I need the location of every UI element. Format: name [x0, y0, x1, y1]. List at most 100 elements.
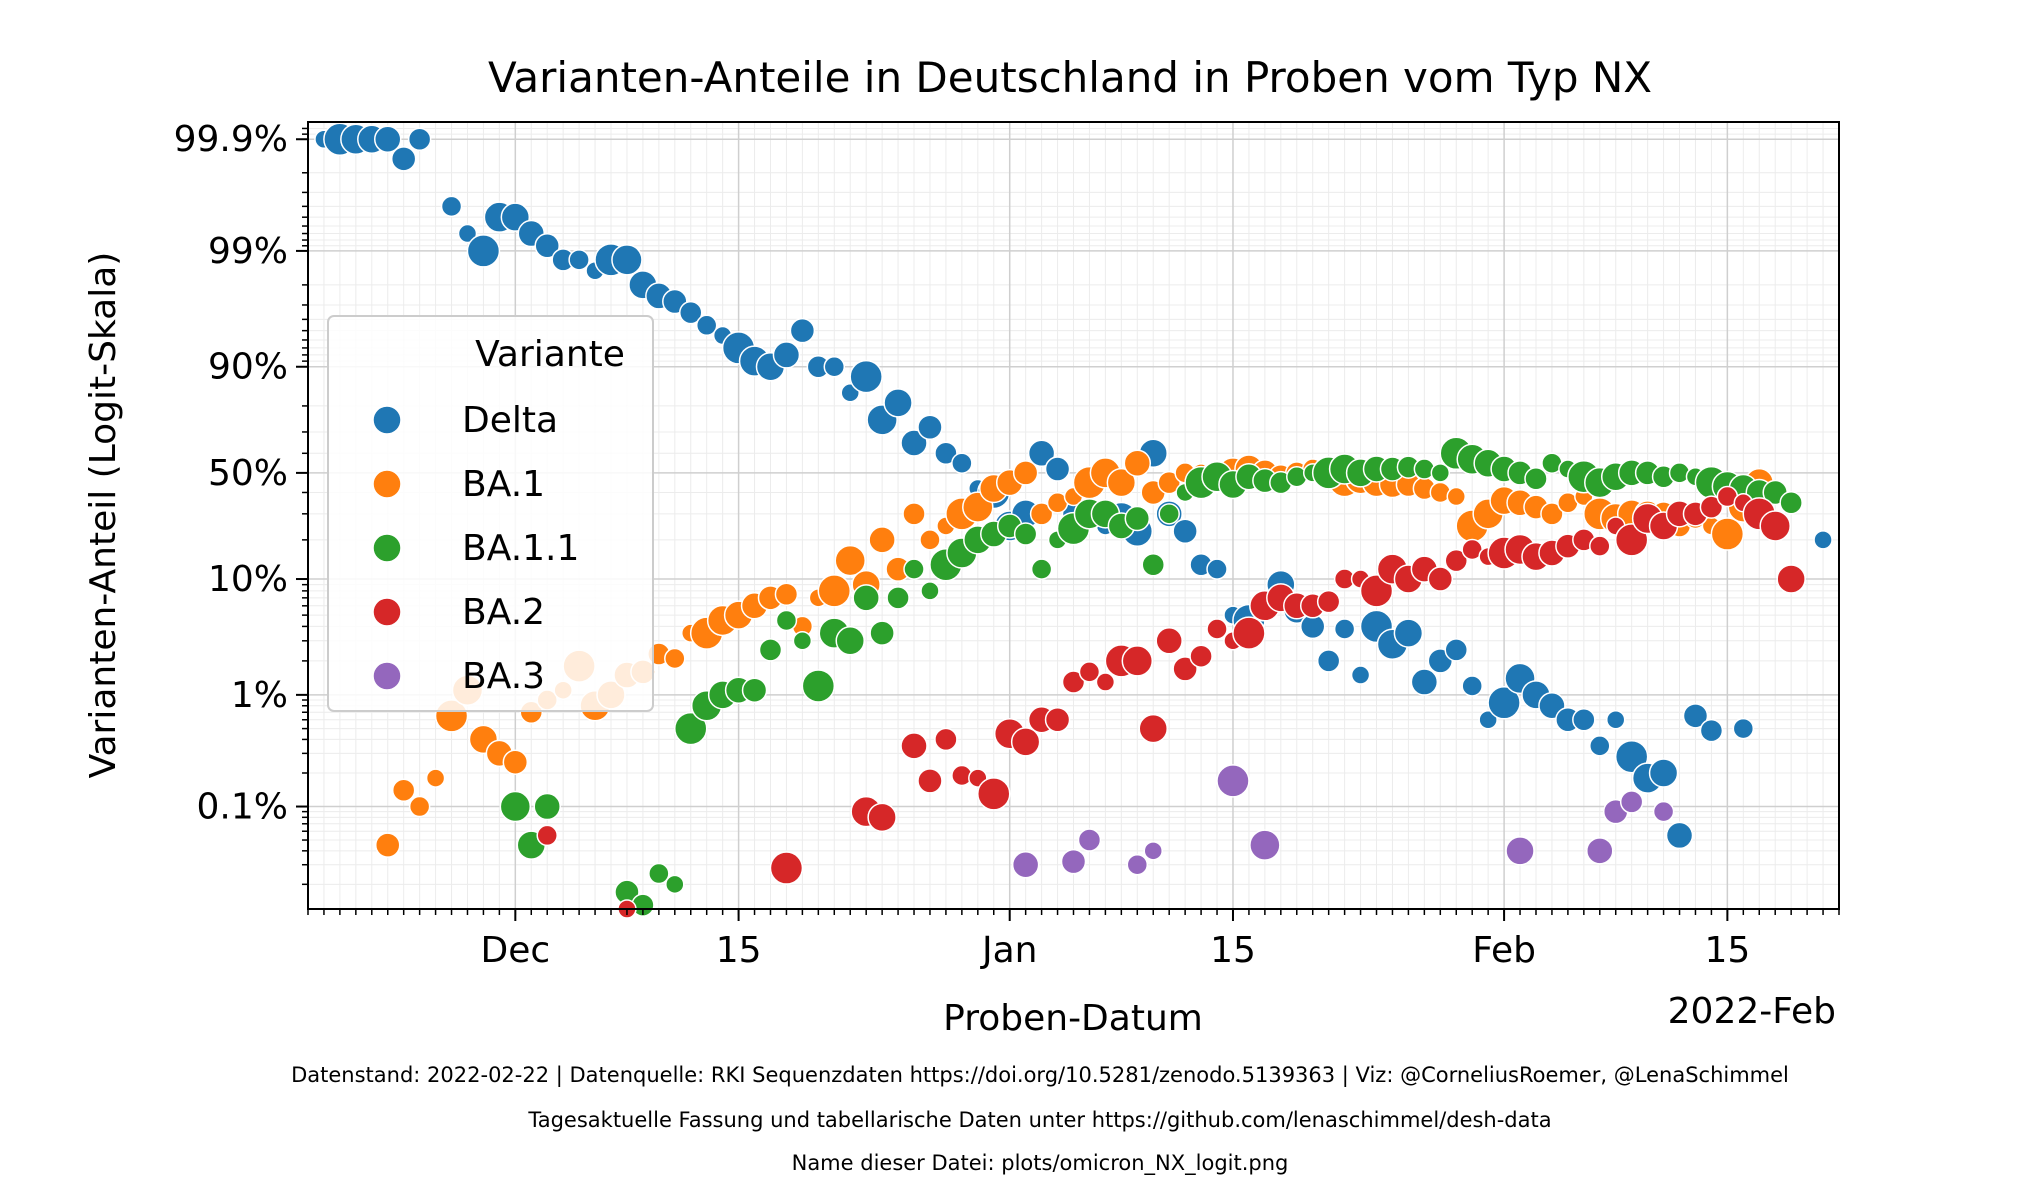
x-tick-label: Jan [980, 930, 1038, 971]
data-point-ba-1 [391, 778, 416, 803]
data-point-ba-2 [1155, 627, 1183, 655]
data-point-delta [390, 146, 417, 172]
data-point-ba-2 [1078, 661, 1101, 683]
footer-line-2: Tagesaktuelle Fassung und tabellarische … [527, 1108, 1551, 1132]
data-point-ba-1-1 [674, 711, 708, 746]
legend: Variante Delta BA.1 BA.1.1 BA.2 BA.3 [327, 315, 654, 712]
data-point-ba-3 [1126, 853, 1149, 876]
data-point-ba-3 [1586, 837, 1614, 865]
legend-items: Delta BA.1 BA.1.1 BA.2 BA.3 [372, 400, 579, 697]
data-point-ba-1-1 [1524, 466, 1548, 491]
data-point-ba-2 [1044, 706, 1071, 733]
data-point-ba-1-1 [1430, 463, 1451, 483]
data-point-delta [823, 355, 846, 378]
data-point-ba-1 [1710, 517, 1745, 551]
data-point-ba-1 [1123, 449, 1152, 477]
data-point-delta [1316, 649, 1341, 673]
data-point-ba-2 [900, 732, 928, 760]
data-point-ba-1-1 [758, 638, 783, 662]
data-point-ba-1 [1157, 470, 1181, 495]
data-point-ba-1-1 [869, 620, 895, 646]
data-point-delta [1605, 709, 1626, 730]
data-point-ba-2 [1095, 672, 1116, 692]
data-point-ba-2 [1589, 535, 1611, 557]
data-point-ba-2 [1759, 510, 1791, 542]
data-point-ba-1 [902, 502, 926, 526]
data-point-delta [466, 234, 501, 268]
data-point-ba-1-1 [1141, 552, 1165, 577]
data-point-ba-1-1 [533, 792, 561, 821]
data-point-ba-1 [425, 768, 446, 788]
data-point-ba-2 [769, 851, 804, 885]
data-point-ba-1 [834, 544, 866, 577]
data-point-ba-3 [1216, 764, 1250, 798]
axes: Dec 15 Jan 15 Feb 15 0.1% 1% 10% 50% 90% 99% 99.9% [174, 119, 1840, 971]
data-point-delta [1648, 758, 1679, 788]
data-point-ba-1-1 [801, 669, 836, 703]
data-point-ba-3 [1011, 850, 1040, 879]
data-point-delta [1410, 668, 1439, 696]
data-point-delta [789, 317, 816, 344]
data-point-ba-1 [868, 526, 896, 554]
data-point-delta [695, 314, 718, 337]
legend-title: Variante [475, 334, 625, 375]
data-point-ba-2 [1699, 495, 1724, 519]
data-point-ba-2 [1121, 645, 1154, 677]
data-point-ba-2 [1232, 616, 1266, 650]
data-point-ba-1-1 [1158, 503, 1180, 525]
legend-label: Delta [462, 400, 558, 441]
chart-title: Varianten-Anteile in Deutschland in Prob… [488, 53, 1652, 102]
data-point-delta [407, 127, 432, 151]
data-point-ba-1 [374, 832, 401, 858]
legend-marker [372, 661, 402, 691]
data-point-ba-3 [1505, 836, 1535, 866]
data-point-ba-1 [1012, 460, 1039, 486]
data-point-ba-1 [502, 749, 529, 775]
legend-marker [372, 469, 402, 499]
data-point-ba-1 [774, 582, 799, 607]
x-tick-label: 15 [1704, 930, 1750, 971]
data-point-delta [1682, 703, 1709, 729]
data-point-ba-1 [1106, 467, 1137, 498]
data-point-ba-3 [1619, 790, 1644, 814]
data-point-ba-2 [934, 727, 958, 752]
data-point-delta [951, 452, 973, 474]
y-tick-label: 1% [231, 675, 288, 716]
data-point-ba-2 [1138, 713, 1168, 744]
data-point-ba-1-1 [852, 584, 880, 612]
y-axis-label: Varianten-Anteil (Logit-Skala) [83, 252, 124, 779]
data-point-ba-1 [1446, 486, 1466, 507]
data-point-ba-2 [1010, 727, 1041, 757]
footer-line-3: Name dieser Datei: plots/omicron_NX_logi… [792, 1151, 1289, 1176]
data-point-ba-2 [1359, 574, 1394, 608]
legend-marker [372, 533, 402, 563]
data-point-ba-1-1 [920, 581, 940, 601]
x-tick-label: 15 [1210, 930, 1256, 971]
data-point-delta [1478, 709, 1498, 730]
data-point-delta [917, 414, 943, 441]
x-tick-label: Feb [1472, 930, 1536, 971]
data-point-ba-1 [1540, 502, 1564, 526]
legend-marker [372, 405, 402, 435]
legend-label: BA.1 [462, 464, 545, 505]
data-point-delta [373, 125, 402, 153]
data-point-delta [1044, 456, 1071, 482]
data-point-ba-1 [1029, 502, 1054, 526]
legend-marker [372, 597, 402, 627]
data-point-ba-2 [1172, 656, 1198, 682]
data-point-delta [1699, 718, 1724, 743]
data-point-ba-1-1 [1124, 505, 1151, 532]
data-point-ba-2 [977, 777, 1011, 811]
data-point-ba-1-1 [741, 677, 768, 703]
data-point-ba-1 [817, 574, 852, 608]
data-point-ba-3 [1077, 828, 1102, 852]
data-point-delta [1813, 530, 1833, 550]
data-point-ba-1 [919, 529, 941, 551]
data-point-ba-2 [1206, 618, 1228, 640]
data-point-ba-3 [1652, 800, 1675, 823]
data-point-ba-2 [1189, 644, 1213, 668]
footer-line-1: Datenstand: 2022-02-22 | Datenquelle: RK… [291, 1063, 1789, 1088]
data-point-ba-1-1 [1030, 558, 1053, 580]
x-tick-label: 15 [716, 930, 762, 971]
